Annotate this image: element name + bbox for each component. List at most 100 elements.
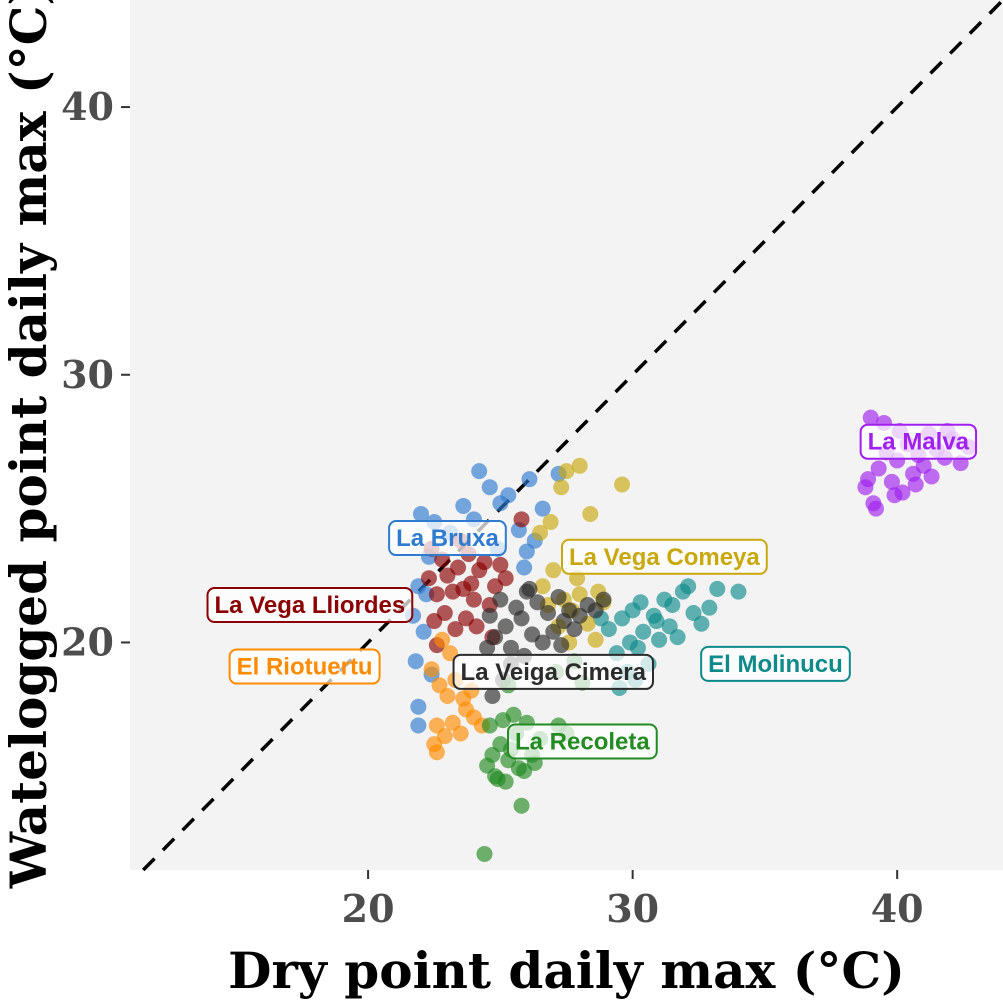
series-labels: El Molinucu La Malva La Bruxa La Vega Comey… [206, 423, 978, 760]
label-la-malva: La Malva [859, 423, 978, 460]
data-point [545, 623, 562, 640]
data-point [484, 688, 501, 704]
data-point [680, 578, 697, 595]
data-point [582, 505, 599, 522]
label-la-vega-comeya: La Vega Comeya [560, 538, 768, 575]
label-la-recoleta: La Recoleta [507, 723, 658, 760]
data-point [513, 610, 530, 627]
label-box [560, 538, 768, 575]
data-point [415, 623, 432, 640]
data-point [648, 613, 665, 630]
data-point [428, 744, 445, 761]
y-tick-label: 20 [61, 619, 114, 664]
data-point [571, 457, 588, 474]
data-point [436, 728, 453, 745]
data-point [542, 514, 559, 530]
data-point [407, 653, 424, 670]
data-point [510, 760, 527, 777]
data-point [529, 594, 546, 611]
data-point [701, 599, 718, 616]
data-point [664, 596, 681, 613]
data-point [558, 463, 575, 480]
label-box [206, 586, 414, 623]
x-tick-label: 40 [871, 886, 924, 931]
data-point [521, 580, 538, 597]
data-point [471, 463, 488, 480]
x-tick-label: 20 [342, 886, 395, 931]
data-point [465, 591, 482, 608]
data-point [545, 562, 562, 579]
data-point [476, 845, 493, 862]
label-text: La Veiga Cimera [461, 659, 647, 686]
data-point [883, 473, 900, 490]
data-point [436, 605, 453, 622]
label-box [228, 648, 381, 685]
data-point [463, 575, 480, 592]
data-point [481, 479, 498, 496]
label-box [452, 653, 654, 690]
data-point [730, 583, 747, 600]
label-box [388, 520, 507, 557]
series-la-veiga-cimera [479, 580, 612, 704]
data-point [651, 631, 668, 648]
axes: 20 30 40 20 30 40 [61, 84, 924, 931]
data-point [497, 570, 514, 587]
data-point [709, 580, 726, 597]
data-point [513, 511, 530, 528]
y-tick-label: 30 [61, 352, 114, 397]
label-la-veiga-cimera: La Veiga Cimera [452, 653, 654, 690]
y-tick-label: 40 [61, 84, 114, 129]
label-el-molinucu: El Molinucu [700, 645, 851, 682]
label-box [859, 423, 978, 460]
data-point [521, 471, 538, 488]
data-point [635, 623, 652, 640]
label-text: La Malva [868, 429, 970, 456]
data-point [410, 698, 427, 715]
label-box [507, 723, 658, 760]
data-point [481, 717, 498, 734]
data-point [476, 554, 493, 571]
data-point [434, 631, 451, 648]
label-text: La Recoleta [515, 729, 650, 756]
y-axis-title: Watelogged point daily max (°C) [0, 0, 58, 889]
data-point [455, 497, 472, 514]
data-point [539, 605, 556, 622]
data-point [886, 487, 903, 504]
data-point [481, 607, 498, 624]
data-point [420, 570, 437, 587]
data-point [534, 500, 551, 517]
label-text: La Vega Lliordes [215, 592, 406, 619]
data-point [410, 717, 427, 734]
data-point [516, 559, 533, 576]
data-point [502, 639, 519, 656]
data-point [632, 594, 649, 611]
x-axis-title: Dry point daily max (°C) [228, 941, 905, 1000]
data-point [484, 746, 501, 763]
x-tick-label: 30 [606, 886, 659, 931]
data-point [553, 479, 570, 496]
data-point [534, 578, 551, 595]
data-point [595, 591, 612, 608]
data-point [614, 476, 631, 493]
data-point [907, 476, 924, 493]
data-point [497, 773, 514, 790]
data-point [669, 629, 686, 646]
data-point [497, 618, 514, 635]
label-text: El Molinucu [708, 651, 843, 678]
data-point [513, 797, 530, 814]
data-point [862, 409, 879, 426]
data-point [492, 556, 509, 573]
label-el-riotuertu: El Riotuertu [228, 648, 381, 685]
data-point [860, 471, 877, 488]
label-la-vega-lliordes: La Vega Lliordes [206, 586, 414, 623]
data-point [870, 460, 887, 477]
data-point [447, 621, 464, 638]
data-point [452, 725, 469, 742]
label-box [700, 645, 851, 682]
data-point [566, 621, 583, 638]
label-text: El Riotuertu [237, 654, 373, 681]
data-point [492, 591, 509, 608]
identity-reference-line [141, 0, 1003, 872]
data-point [505, 706, 522, 723]
